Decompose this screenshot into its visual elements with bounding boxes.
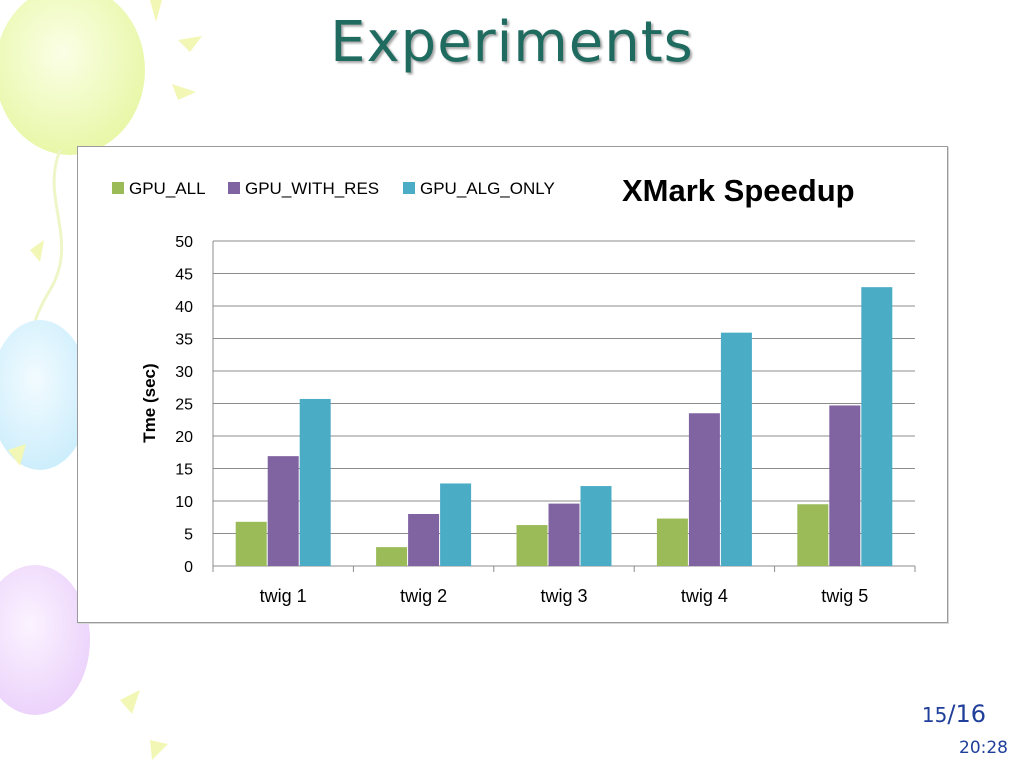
y-tick-label: 25	[175, 397, 193, 414]
legend-label: GPU_ALG_ONLY	[420, 179, 555, 198]
x-tick-label: twig 2	[400, 586, 447, 606]
page-current: 15	[921, 703, 948, 727]
legend-swatch	[228, 182, 240, 194]
page-number: 15/16	[922, 700, 986, 728]
y-tick-label: 20	[175, 429, 193, 446]
slide-title: Experiments	[330, 10, 694, 75]
y-tick-label: 15	[175, 462, 193, 479]
bar-3	[440, 483, 472, 566]
x-tick-label: twig 3	[540, 586, 587, 606]
page-total: 16	[955, 700, 986, 728]
x-tick-label: twig 1	[260, 586, 307, 606]
bar-2	[829, 405, 861, 566]
bar-1	[797, 504, 829, 566]
legend-label: GPU_WITH_RES	[245, 179, 379, 198]
chart-area: 0 5 10 15 20 25 30 35 40 45 50 twig 1 twig 2 twig 3 tw…	[77, 146, 948, 623]
bar-1	[235, 521, 267, 566]
bar-3	[861, 287, 893, 566]
bar-3	[580, 486, 612, 566]
bar-1	[516, 525, 548, 566]
x-tick-label: twig 4	[681, 586, 728, 606]
bar-2	[408, 514, 440, 566]
yellow-balloon	[0, 0, 145, 155]
legend-label: GPU_ALL	[129, 179, 206, 198]
y-axis-label: Tme (sec)	[140, 363, 159, 442]
x-tick-label: twig 5	[821, 586, 868, 606]
y-tick-label: 35	[175, 332, 193, 349]
y-tick-label: 10	[175, 494, 193, 511]
legend-swatch	[112, 182, 124, 194]
confetti-decoration	[8, 0, 202, 760]
bar-2	[688, 413, 720, 566]
page-separator: /	[947, 700, 956, 728]
bar-1	[656, 518, 688, 566]
chart-title: XMark Speedup	[622, 173, 855, 208]
purple-balloon	[0, 565, 90, 715]
bar-2	[548, 503, 580, 566]
y-tick-label: 5	[184, 527, 193, 544]
legend-swatch	[403, 182, 415, 194]
bar-chart: 0 5 10 15 20 25 30 35 40 45 50 twig 1 twig 2 twig 3 tw…	[112, 173, 916, 606]
y-tick-label: 40	[175, 299, 193, 316]
bar-3	[299, 398, 331, 566]
y-tick-label: 45	[175, 267, 193, 284]
bar-1	[376, 547, 408, 566]
y-tick-label: 0	[184, 559, 193, 576]
y-tick-label: 30	[175, 364, 193, 381]
blue-balloon	[0, 320, 90, 470]
slide-time: 20:28	[959, 738, 1008, 758]
y-tick-label: 50	[175, 234, 193, 251]
bar-2	[267, 456, 299, 566]
bar-3	[720, 332, 752, 566]
